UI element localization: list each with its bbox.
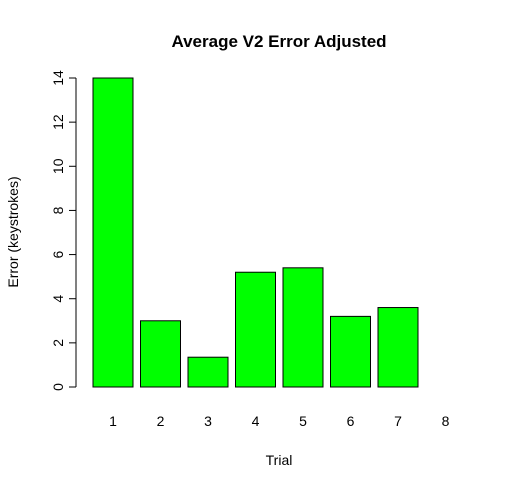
y-tick-label-12: 12	[50, 114, 66, 130]
y-tick-label-6: 6	[50, 250, 66, 258]
x-tick-label-4: 4	[252, 413, 260, 429]
y-tick-label-0: 0	[50, 383, 66, 391]
x-tick-label-8: 8	[442, 413, 450, 429]
y-axis: 0 2 4 6 8 10 12 14	[50, 70, 77, 391]
y-tick-label-14: 14	[50, 70, 66, 86]
y-tick-label-10: 10	[50, 158, 66, 174]
y-tick-label-4: 4	[50, 295, 66, 303]
x-axis-label: Trial	[266, 452, 293, 468]
x-tick-label-6: 6	[347, 413, 355, 429]
bar-trial-5	[282, 267, 324, 388]
chart-title: Average V2 Error Adjusted	[171, 32, 386, 51]
bar-trial-7	[377, 307, 419, 388]
bar-trial-4	[235, 271, 276, 388]
bars-group	[92, 77, 419, 388]
bar-trial-1	[92, 77, 134, 388]
x-tick-label-7: 7	[394, 413, 402, 429]
x-tick-label-5: 5	[299, 413, 307, 429]
y-axis-label: Error (keystrokes)	[5, 176, 21, 287]
x-tick-labels: 1 2 3 4 5 6 7 8	[109, 413, 450, 429]
bar-trial-3	[187, 356, 229, 388]
y-tick-label-8: 8	[50, 206, 66, 214]
y-tick-label-2: 2	[50, 339, 66, 347]
bar-trial-6	[330, 315, 371, 388]
bar-trial-2	[140, 320, 181, 388]
x-tick-label-2: 2	[157, 413, 165, 429]
x-tick-label-1: 1	[109, 413, 117, 429]
x-tick-label-3: 3	[204, 413, 212, 429]
